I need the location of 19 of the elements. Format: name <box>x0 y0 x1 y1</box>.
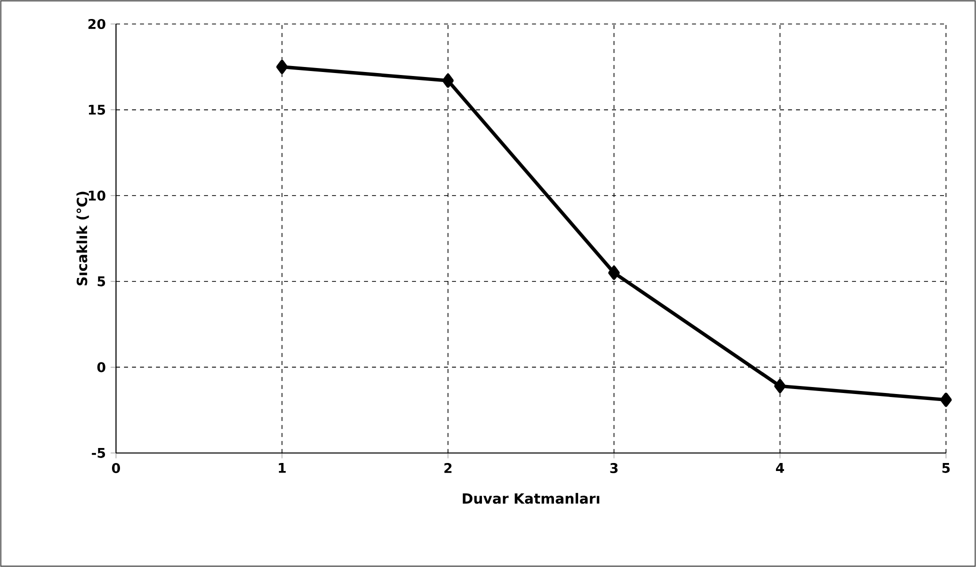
y-tick-label: 15 <box>88 104 106 115</box>
y-tick-label: -5 <box>92 448 106 458</box>
x-axis-title: Duvar Katmanları <box>462 492 600 504</box>
y-tick-label: 0 <box>97 362 106 372</box>
point <box>442 74 454 88</box>
x-tick-label: 3 <box>610 463 618 474</box>
point <box>774 378 786 394</box>
x-tick-label: 5 <box>942 463 950 473</box>
x-tick-label: 1 <box>278 463 286 473</box>
x-tick-label: 0 <box>112 463 120 474</box>
point <box>608 266 620 280</box>
x-tick-label: 2 <box>444 463 452 473</box>
y-tick-label: 10 <box>88 190 106 201</box>
y-tick-label: 20 <box>88 18 106 30</box>
point <box>940 392 952 407</box>
point <box>276 60 288 74</box>
x-tick-label: 4 <box>776 463 784 473</box>
y-axis-title: Sıcaklık (°C) <box>76 192 89 286</box>
y-tick-label: 5 <box>98 276 106 286</box>
